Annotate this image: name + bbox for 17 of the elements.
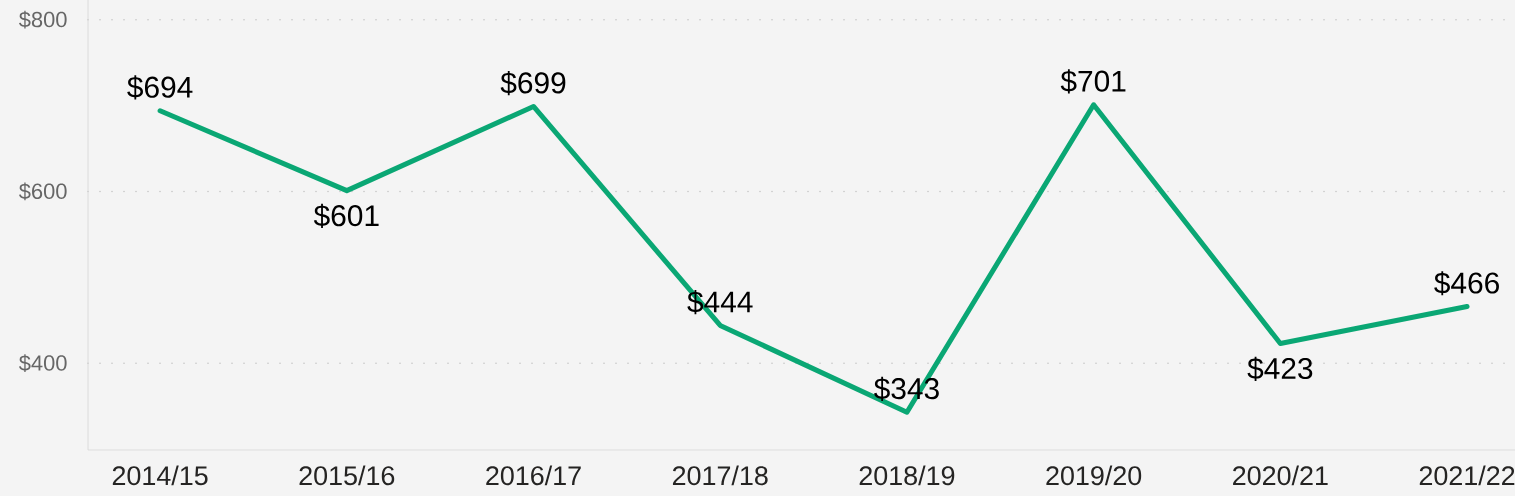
data-label: $601	[313, 203, 379, 229]
x-tick-label: 2016/17	[486, 465, 581, 486]
data-label: $699	[500, 71, 566, 96]
data-label: $701	[1060, 69, 1126, 94]
x-tick-label: 2017/18	[672, 465, 768, 486]
y-tick-label: $600	[18, 182, 67, 201]
x-tick-label: 2014/15	[112, 465, 208, 486]
x-tick-label: 2018/19	[859, 465, 955, 486]
x-tick-label: 2021/22	[1419, 465, 1515, 486]
data-label: $466	[1434, 271, 1499, 296]
data-label: $694	[127, 75, 193, 100]
data-label: $423	[1247, 356, 1313, 381]
y-tick-label: $400	[18, 354, 67, 373]
x-tick-label: 2015/16	[299, 465, 395, 486]
x-tick-label: 2019/20	[1046, 465, 1142, 486]
x-tick-label: 2020/21	[1233, 465, 1328, 486]
y-tick-label: $800	[18, 10, 67, 29]
